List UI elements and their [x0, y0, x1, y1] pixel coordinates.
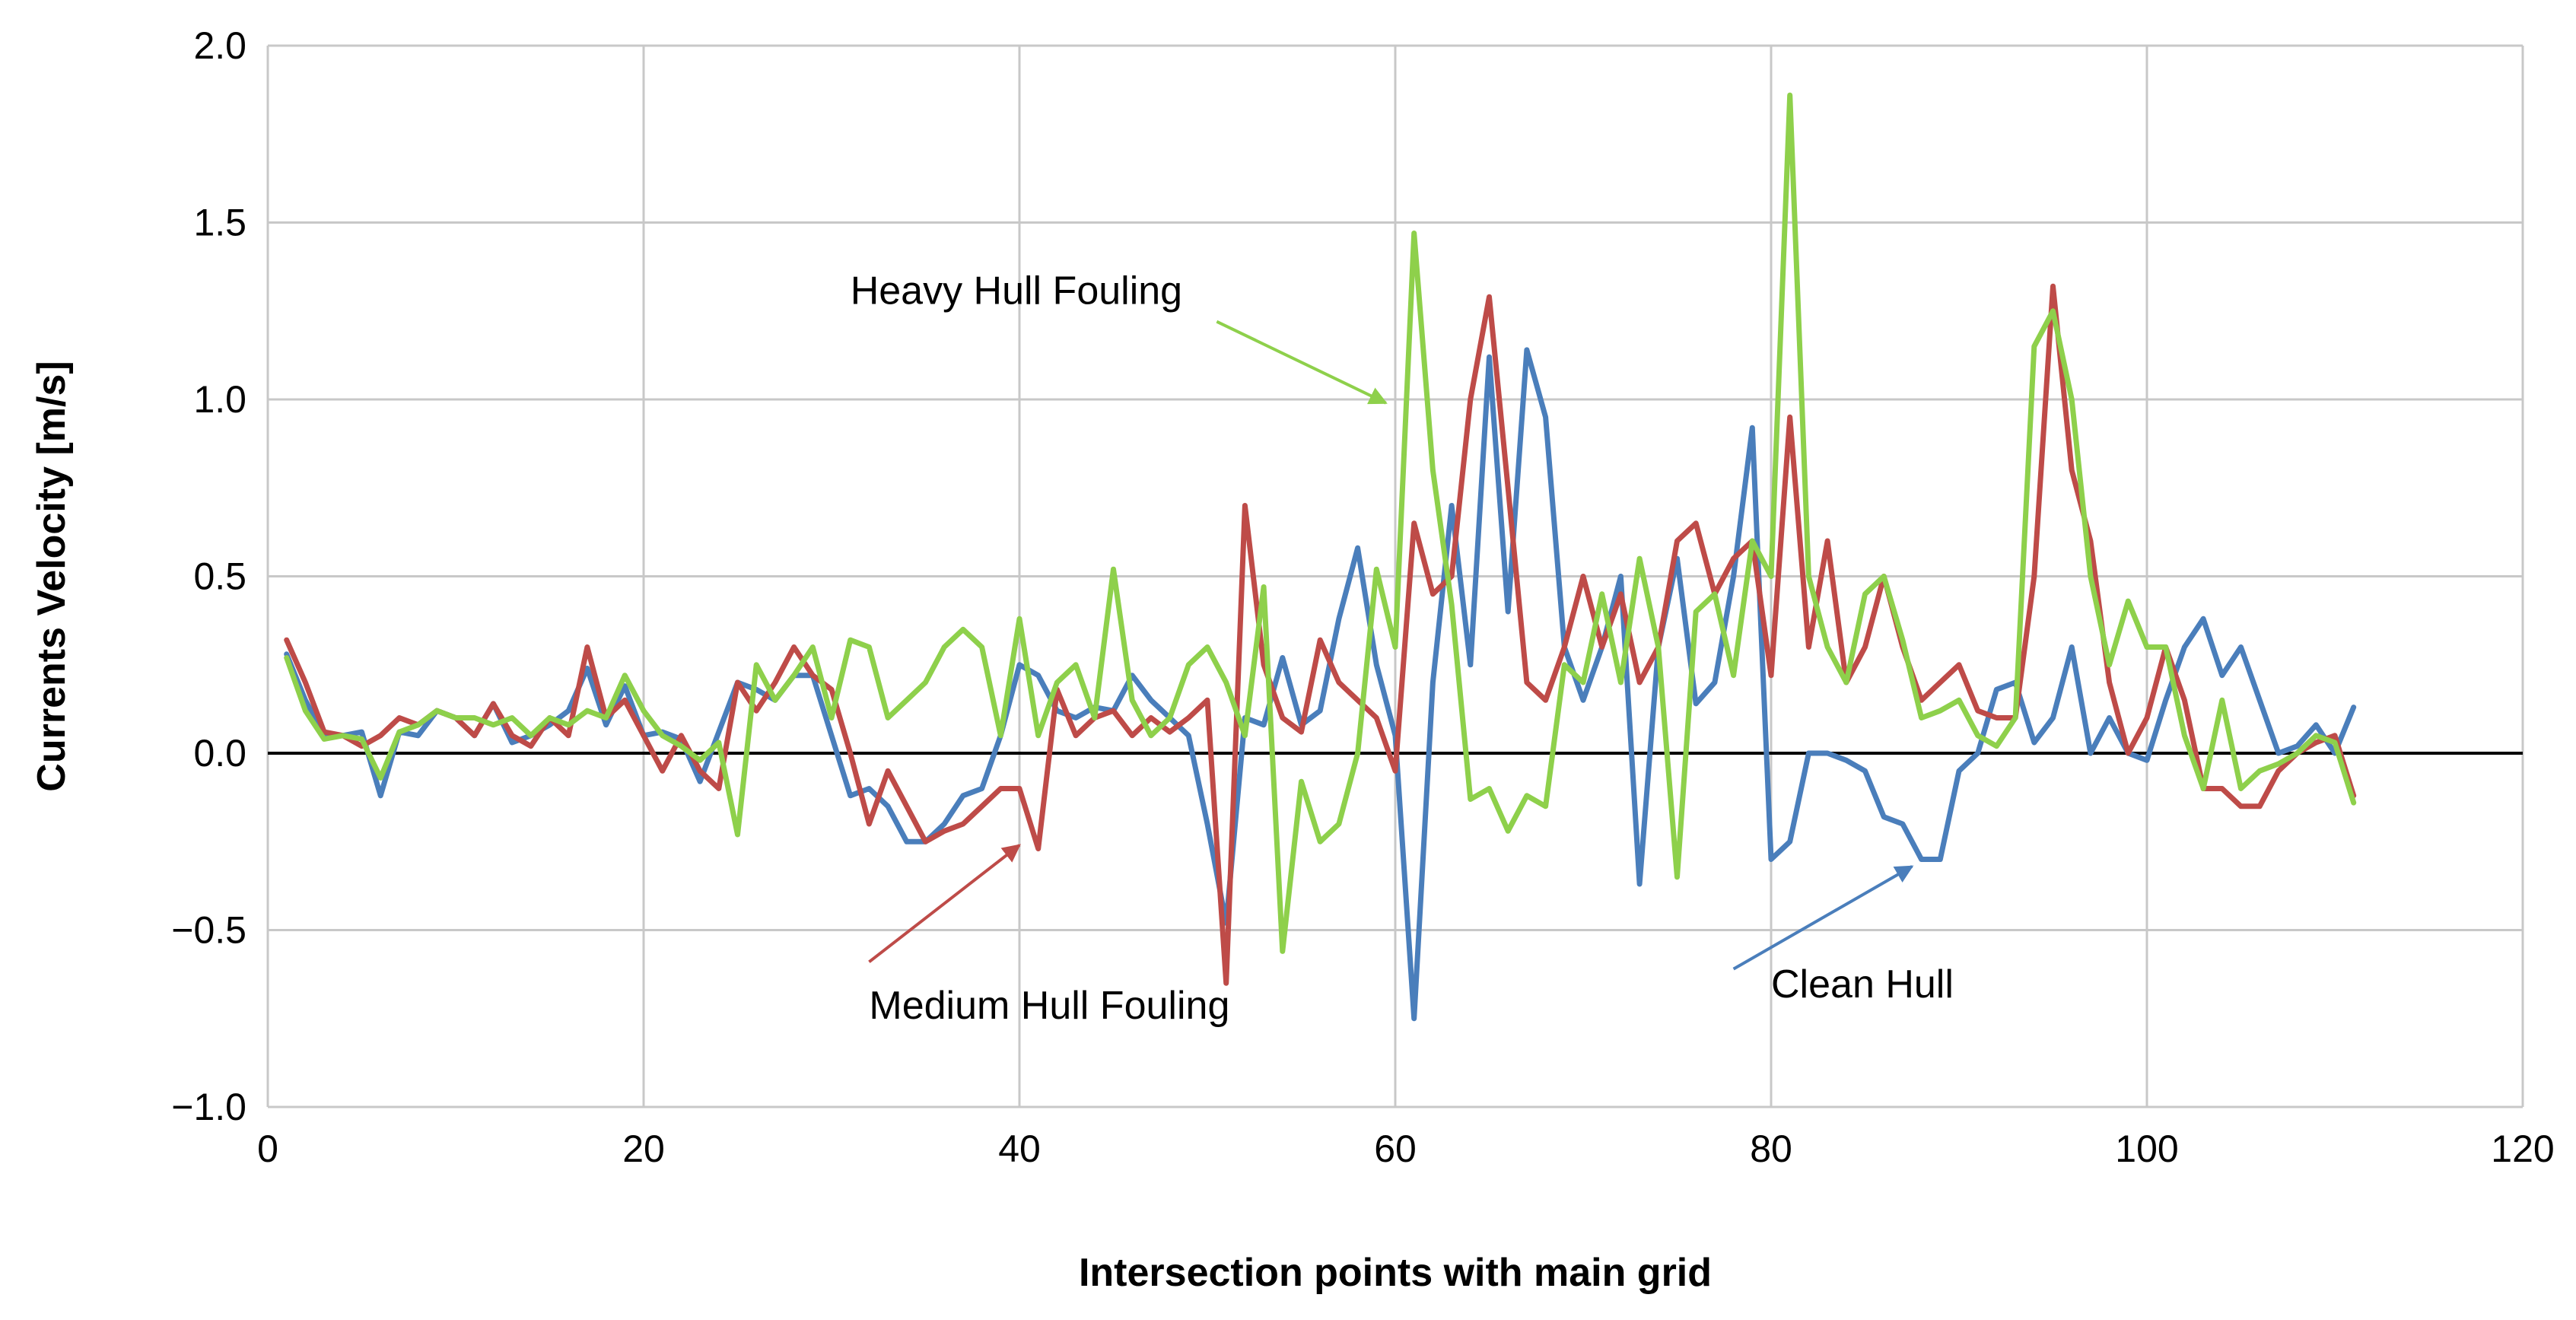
x-tick-label: 40	[998, 1128, 1041, 1170]
annotation-arrow	[1216, 320, 1388, 405]
series-line-2	[284, 92, 2357, 954]
y-tick-label: 0.0	[193, 732, 246, 775]
x-axis-title: Intersection points with main grid	[1079, 1251, 1712, 1295]
annotation-label: Heavy Hull Fouling	[851, 269, 1182, 313]
annotation-arrow	[1732, 865, 1914, 971]
annotation-label: Clean Hull	[1771, 962, 1954, 1007]
series-line-0	[284, 347, 2357, 1022]
y-tick-label: 0.5	[193, 555, 246, 598]
x-tick-label: 60	[1374, 1128, 1417, 1170]
series-lines	[284, 92, 2357, 1022]
y-tick-label: 1.0	[193, 378, 246, 421]
y-tick-label: −1.0	[171, 1086, 246, 1128]
x-tick-label: 20	[622, 1128, 665, 1170]
y-tick-label: 1.5	[193, 202, 246, 244]
x-tick-label: 0	[257, 1128, 278, 1170]
y-axis-title: Currents Velocity [m/s]	[30, 361, 74, 791]
gridlines	[266, 44, 2524, 1108]
x-tick-label: 120	[2491, 1128, 2554, 1170]
annotation-label: Medium Hull Fouling	[869, 984, 1229, 1028]
annotation-arrow	[868, 844, 1021, 963]
y-tick-label: 2.0	[193, 24, 246, 67]
x-tick-label: 100	[2115, 1128, 2178, 1170]
series-line-1	[284, 283, 2357, 986]
annotations: Heavy Hull Fouling Medium Hull Fouling Cle…	[851, 269, 1954, 1027]
y-tick-label: −0.5	[171, 909, 246, 952]
x-tick-label: 80	[1750, 1128, 1792, 1170]
